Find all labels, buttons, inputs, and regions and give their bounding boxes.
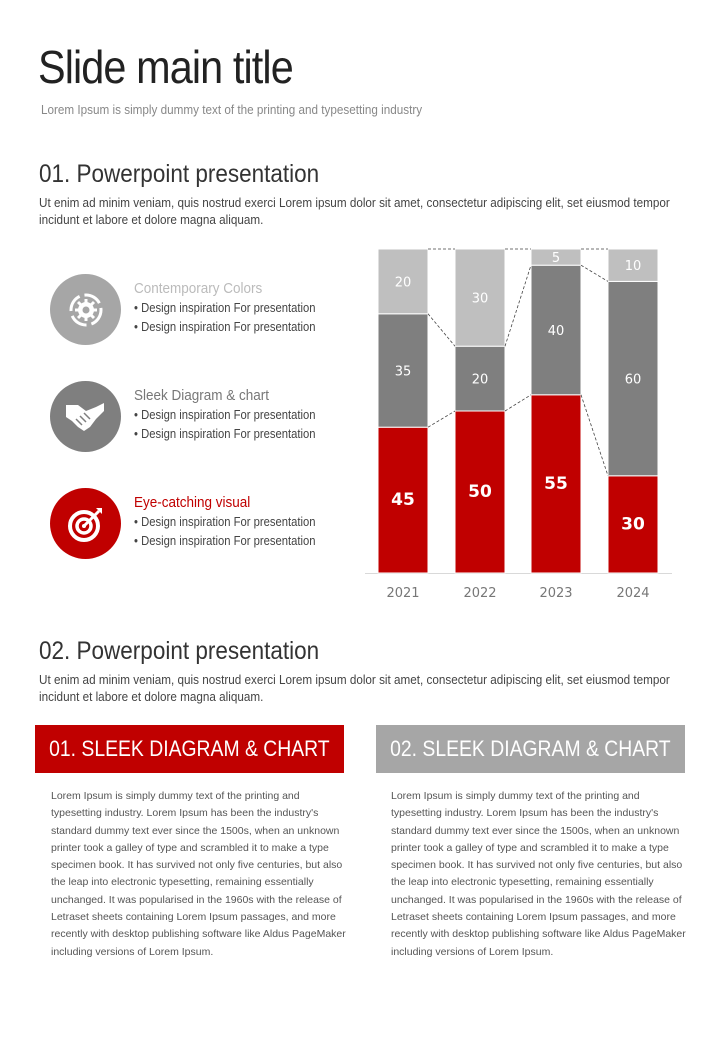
data-label: 55 [544,474,568,494]
target-icon [50,488,121,559]
section1-title: 01. Powerpoint presentation [39,160,320,188]
series-line [504,394,532,412]
feature-bullet: • Design inspiration For presentation [134,320,316,334]
feature-bullet: • Design inspiration For presentation [134,515,316,529]
bar-segment [377,426,429,574]
section2-title: 02. Powerpoint presentation [39,637,320,665]
section2-desc: Ut enim ad minim veniam, quis nostrud ex… [39,672,670,704]
series-line [427,313,456,347]
feature-bullet: • Design inspiration For presentation [134,427,316,441]
x-tick-label: 2022 [463,586,496,601]
feature-eye-catching: Eye-catching visual • Design inspiration… [50,488,370,560]
series-line [580,394,609,476]
data-label: 35 [395,365,412,380]
feature-sleek-diagram: Sleek Diagram & chart • Design inspirati… [50,381,370,453]
feature-bullet: • Design inspiration For presentation [134,534,316,548]
box-header-1: 01. SLEEK DIAGRAM & CHART [35,725,344,773]
feature-bullet: • Design inspiration For presentation [134,301,316,315]
slide-subtitle: Lorem Ipsum is simply dummy text of the … [41,102,423,117]
bar-segment [530,248,582,266]
feature-title: Eye-catching visual [134,494,251,511]
bar-segment [377,248,429,315]
stacked-bar-chart: 45 50 55 30 35 20 40 60 20 30 5 10 2021 2022 2023 2024 [365,248,672,601]
box-label: 01. SLEEK DIAGRAM & CHART [49,736,330,761]
x-tick-label: 2021 [386,586,419,601]
series-line [427,410,456,428]
feature-contemporary-colors: Contemporary Colors • Design inspiration… [50,274,370,346]
feature-bullet: • Design inspiration For presentation [134,408,316,422]
bar-segment [530,394,582,574]
bar-segment [454,345,506,412]
handshake-icon [50,381,121,452]
x-tick-label: 2024 [616,586,649,601]
data-label: 45 [391,490,415,510]
bar-segment [607,475,659,574]
data-label: 20 [472,373,489,388]
bar-segment [607,248,659,282]
bar-segment [607,280,659,477]
gear-icon [50,274,121,345]
box-header-2: 02. SLEEK DIAGRAM & CHART [376,725,685,773]
data-label: 50 [468,482,492,502]
box-label: 02. SLEEK DIAGRAM & CHART [390,736,671,761]
data-label: 60 [625,373,642,388]
bar-segment [377,313,429,428]
data-label: 30 [621,514,645,534]
feature-title: Contemporary Colors [134,280,263,297]
feature-title: Sleek Diagram & chart [134,387,270,404]
slide-title: Slide main title [38,41,294,93]
box-text-1: Lorem Ipsum is simply dummy text of the … [51,790,346,958]
bar-segment [454,410,506,574]
box-text-2: Lorem Ipsum is simply dummy text of the … [391,790,686,958]
series-line [580,264,609,282]
bar-segment [530,264,582,396]
bar-segment [454,248,506,347]
data-label: 40 [548,324,565,339]
data-label: 10 [625,259,642,274]
x-tick-label: 2023 [539,586,572,601]
section1-desc: Ut enim ad minim veniam, quis nostrud ex… [39,195,670,227]
data-label: 20 [395,275,412,290]
series-line [504,265,532,347]
data-label: 30 [472,292,489,307]
data-label: 5 [552,251,560,266]
